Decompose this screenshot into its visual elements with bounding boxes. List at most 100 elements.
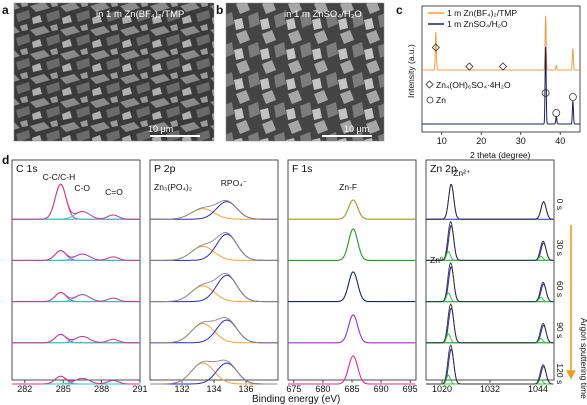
zn2p-spectrum-2 <box>426 261 554 303</box>
c1s-peak-label-1: C-O <box>74 183 90 193</box>
xrd-xtick-label-1: 20 <box>476 136 486 146</box>
zn2p-spectrum-1 <box>426 220 554 261</box>
legend-label-h2o: 1 m ZnSO₄/H₂O <box>447 19 508 29</box>
xrd-xtick-label-0: 10 <box>437 136 447 146</box>
panel-label-b: b <box>216 3 223 17</box>
sem-caption-b: in 1 m ZnSO₄/H₂O <box>284 9 362 20</box>
f1s-spectrum-1 <box>288 228 416 261</box>
p2p-spectrum-0 <box>150 199 278 220</box>
zn2p-spectrum-0 <box>426 184 554 220</box>
xrd-line-0 <box>422 15 580 71</box>
f1s-xtick-label-2: 685 <box>345 384 360 394</box>
sem-image-a <box>13 2 215 142</box>
p2p-spectrum-2 <box>150 272 278 303</box>
f1s-title: F 1s <box>292 163 312 175</box>
c1s-spectrum-0 <box>12 183 140 220</box>
p2p-frame <box>149 159 279 381</box>
xrd-circle-marker-2 <box>568 93 577 101</box>
p2p-component-3-1 <box>150 319 278 344</box>
legend-label-tmp: 1 m Zn(BF₄)₂/TMP <box>447 8 517 18</box>
panel-label-a: a <box>2 3 9 17</box>
c1s-peak-label-0: C-C/C-H <box>43 172 76 182</box>
p2p-xtick-label-2: 136 <box>239 384 254 394</box>
p2p-spectrum-4 <box>150 359 278 385</box>
sputter-time-label: Argon sputtering time <box>579 318 587 399</box>
p2p-spectrum-1 <box>150 232 278 261</box>
p2p-peak-label-0: Zn₃(PO₄)₂ <box>154 182 192 192</box>
f1s-peak-label-0: Zn-F <box>339 182 357 192</box>
p2p-component-2-1 <box>150 274 278 303</box>
xrd-diamond-marker-2 <box>498 62 508 71</box>
c1s-spectrum-3 <box>12 333 140 344</box>
panel-a: a in 1 m Zn(BF₄)₂/TMP 10 μm <box>2 2 215 142</box>
c1s-spectrum-4 <box>12 375 140 385</box>
sem-caption-a: in 1 m Zn(BF₄)₂/TMP <box>96 9 184 20</box>
panel-label-d: d <box>2 153 9 167</box>
xrd-frame <box>421 5 581 133</box>
zn2p-spectrum-3 <box>426 303 554 344</box>
f1s-frame <box>287 159 417 381</box>
f1s-xtick-label-3: 690 <box>374 384 389 394</box>
c1s-xtick-label-1: 285 <box>56 384 71 394</box>
zn2p-component-0-0 <box>426 184 554 220</box>
xrd-xtick-label-3: 40 <box>555 136 565 146</box>
c1s-xtick-label-2: 288 <box>94 384 109 394</box>
diamond-marker-legend <box>425 80 434 89</box>
xrd-xtick-label-2: 30 <box>516 136 526 146</box>
zn2p-frame <box>425 159 555 381</box>
p2p-component-0-0 <box>150 208 278 220</box>
xps-xlabel: Binding energy (eV) <box>252 394 340 405</box>
circle-marker-legend <box>426 96 434 104</box>
panel-d: d Binding energy (eV) Argon sputtering t… <box>2 153 587 405</box>
f1s-spectrum-4 <box>288 355 416 385</box>
f1s-xtick-label-4: 695 <box>403 384 418 394</box>
zn2p-title: Zn 2p <box>430 163 457 175</box>
p2p-component-2-0 <box>150 285 278 303</box>
xrd-circle-marker-1 <box>552 109 561 117</box>
f1s-xtick-label-0: 675 <box>286 384 301 394</box>
xrd-ylabel: Intensity (a.u.) <box>406 44 416 98</box>
zn2p-xtick-label-2: 1044 <box>528 384 548 394</box>
zn2p-time-label-2: 60 s <box>555 281 565 297</box>
p2p-xtick-label-0: 132 <box>175 384 190 394</box>
p2p-xtick-label-1: 134 <box>207 384 222 394</box>
c1s-peak-label-2: C=O <box>105 187 123 197</box>
xrd-line-1 <box>422 46 580 125</box>
c1s-spectrum-1 <box>12 250 140 261</box>
f1s-spectrum-3 <box>288 314 416 344</box>
zn2p-peak-label-1: Zn⁰ <box>430 255 444 265</box>
f1s-spectrum-2 <box>288 271 416 303</box>
scale-label-b: 10 μm <box>344 124 369 134</box>
zn2p-xtick-label-0: 1020 <box>432 384 452 394</box>
annotation-label-zn4: Zn₄(OH)₆SO₄·4H₂O <box>436 80 511 90</box>
p2p-spectrum-3 <box>150 317 278 344</box>
p2p-peak-label-1: RPO₄⁻ <box>221 178 248 188</box>
xrd-xlabel: 2 theta (degree) <box>470 150 531 160</box>
c1s-title: C 1s <box>16 163 38 175</box>
p2p-component-1-1 <box>150 233 278 261</box>
zn2p-xtick-label-1: 1032 <box>480 384 500 394</box>
zn2p-peak-label-0: Zn²⁺ <box>453 168 471 178</box>
zn2p-spectrum-4 <box>426 344 554 385</box>
p2p-title: P 2p <box>154 163 176 175</box>
xrd-diamond-marker-1 <box>465 62 474 71</box>
annotation-label-zn: Zn <box>436 95 446 105</box>
scale-label-a: 10 μm <box>148 124 173 134</box>
sem-image-b <box>225 2 385 142</box>
f1s-xtick-label-1: 680 <box>315 384 330 394</box>
p2p-component-0-1 <box>150 201 278 220</box>
f1s-spectrum-0 <box>288 199 416 220</box>
xrd-circle-marker-0 <box>541 89 550 97</box>
zn2p-time-label-0: 0 s <box>555 199 565 210</box>
c1s-xtick-label-0: 282 <box>17 384 32 394</box>
panel-b: b in 1 m ZnSO₄/H₂O 10 μm <box>216 2 385 142</box>
panel-label-c: c <box>396 3 403 17</box>
c1s-spectrum-2 <box>12 291 140 303</box>
c1s-xtick-label-3: 291 <box>133 384 148 394</box>
panel-c: c Intensity (a.u.) 2 theta (degree) 1 m … <box>396 3 581 160</box>
zn2p-time-label-3: 90 s <box>555 322 565 338</box>
xrd-diamond-marker-0 <box>431 43 440 52</box>
zn2p-time-label-4: 120 s <box>555 363 565 384</box>
zn2p-time-label-1: 30 s <box>555 240 565 256</box>
